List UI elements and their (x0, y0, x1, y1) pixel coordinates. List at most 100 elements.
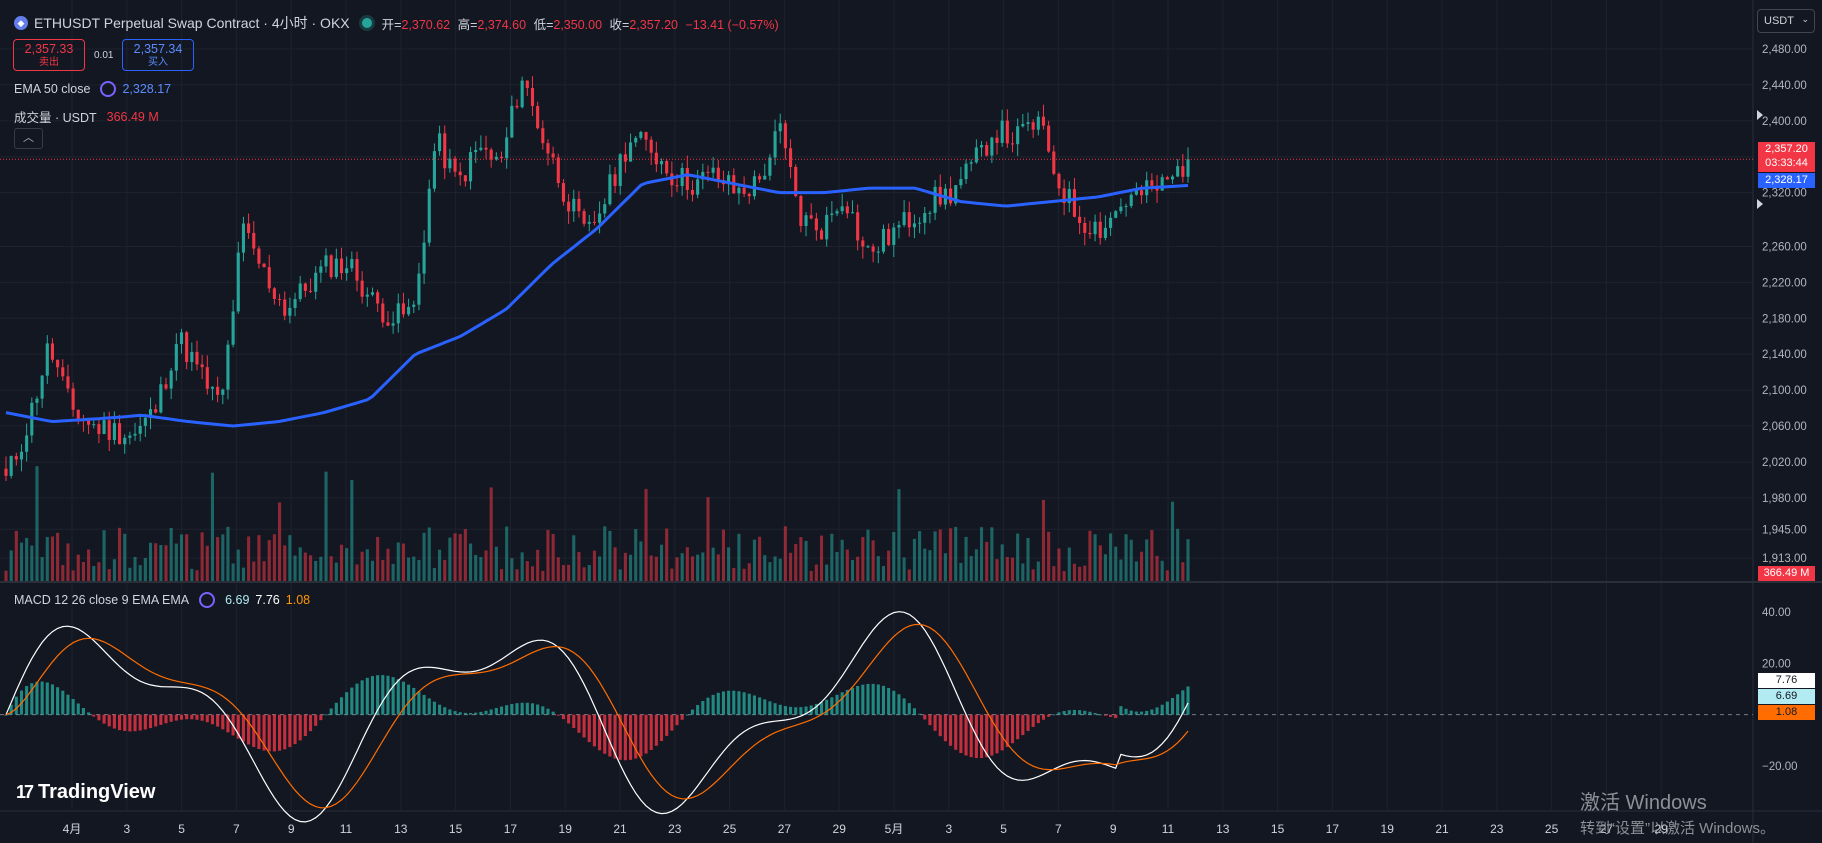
candle-body (530, 88, 535, 107)
macd-histogram-bar (463, 712, 467, 715)
price-tick-label: 1,980.00 (1762, 493, 1807, 505)
macd-histogram-bar (1165, 701, 1169, 715)
macd-histogram-bar (1103, 714, 1107, 716)
macd-histogram-bar (758, 697, 762, 715)
time-tick-label: 19 (1381, 822, 1395, 836)
time-tick-label: 13 (1216, 822, 1230, 836)
candle-body (381, 303, 385, 323)
macd-histogram-bar (814, 703, 818, 715)
macd-histogram-bar (1129, 710, 1133, 715)
macd-histogram-bar (1057, 712, 1061, 715)
volume-bar (675, 557, 679, 581)
candle-body (1160, 177, 1164, 191)
candle-body (164, 384, 168, 389)
macd-histogram-bar (623, 714, 627, 761)
sell-price: 2,357.33 (24, 42, 74, 56)
tradingview-logo[interactable]: 17 TradingView (16, 781, 155, 804)
macd-histogram-bar (360, 680, 364, 715)
macd-histogram-bar (1072, 709, 1076, 715)
volume-bar (778, 558, 782, 581)
volume-legend[interactable]: 成交量 · USDT 366.49 M (14, 107, 159, 126)
candle-body (479, 147, 483, 150)
macd-histogram-bar (995, 714, 999, 754)
candle-body (1010, 143, 1015, 145)
candle-body (536, 106, 540, 129)
volume-bar (216, 537, 220, 581)
currency-select[interactable]: USDT ⌄ (1757, 9, 1815, 33)
volume-bar (283, 545, 287, 581)
symbol-title[interactable]: ETHUSDT Perpetual Swap Contract · 4小时 · … (34, 15, 350, 31)
volume-bar (701, 552, 705, 581)
volume-bar (128, 567, 132, 581)
candle-body (133, 433, 137, 436)
volume-bar (386, 548, 390, 581)
candle-body (969, 162, 973, 164)
sell-button[interactable]: 2,357.33 卖出 (13, 39, 85, 71)
candle-body (799, 196, 803, 227)
candle-body (443, 133, 447, 169)
macd-histogram-bar (881, 685, 886, 715)
macd-histogram-bar (319, 714, 323, 721)
volume-bar (14, 530, 18, 581)
candle-body (985, 145, 989, 156)
candle-body (835, 211, 839, 214)
arrow-right-icon (1757, 199, 1763, 209)
macd-histogram-bar (644, 714, 648, 754)
price-tick-label: 2,140.00 (1762, 349, 1807, 361)
buy-button[interactable]: 2,357.34 买入 (122, 39, 194, 71)
macd-histogram-bar (298, 714, 302, 741)
price-tick-label: 2,100.00 (1762, 385, 1807, 397)
candle-body (897, 225, 901, 228)
volume-bar (789, 552, 793, 581)
macd-histogram-bar (484, 710, 488, 715)
candle-body (1103, 227, 1107, 238)
volume-bar (200, 532, 204, 581)
candle-body (1031, 122, 1035, 130)
candle-body (56, 359, 60, 368)
symbol-legend[interactable]: ◆ ETHUSDT Perpetual Swap Contract · 4小时 … (14, 13, 779, 33)
macd-histogram-bar (561, 714, 565, 720)
volume-bar (1093, 534, 1097, 581)
volume-bar (912, 538, 916, 581)
candle-body (138, 425, 142, 434)
volume-bar (407, 557, 411, 581)
spread-value: 0.01 (94, 50, 114, 61)
macd-histogram-bar (174, 714, 178, 721)
macd-histogram-bar (432, 701, 436, 715)
macd-histogram-bar (339, 697, 344, 715)
macd-histogram-bar (861, 684, 865, 715)
volume-tag: 366.49 M (1758, 566, 1815, 581)
macd-histogram-bar (159, 714, 163, 725)
macd-legend[interactable]: MACD 12 26 close 9 EMA EMA 6.69 7.76 1.0… (14, 592, 310, 608)
collapse-legend-button[interactable]: ︿ (14, 128, 43, 149)
buy-price: 2,357.34 (133, 42, 183, 56)
macd-histogram-bar (40, 681, 44, 715)
time-tick-label: 3 (123, 822, 130, 836)
macd-histogram-bar (1114, 714, 1118, 719)
volume-bar (179, 534, 184, 581)
candle-body (200, 364, 204, 368)
candle-body (102, 420, 106, 435)
ema-legend[interactable]: EMA 50 close 2,328.17 (14, 81, 171, 97)
candle-body (179, 332, 184, 345)
chevron-down-icon: ⌄ (1801, 14, 1809, 24)
volume-bar (830, 533, 834, 581)
volume-bar (763, 555, 767, 581)
macd-histogram-bar (401, 681, 405, 715)
macd-histogram-bar (1155, 707, 1159, 715)
volume-bar (257, 535, 261, 581)
volume-bar (959, 562, 963, 581)
macd-histogram-bar (1093, 712, 1097, 715)
volume-bar (308, 555, 313, 581)
volume-bar (850, 560, 855, 581)
volume-bar (159, 544, 163, 581)
signal-value: 7.76 (255, 593, 280, 607)
candle-body (742, 187, 746, 194)
tradingview-logo-text: TradingView (38, 781, 156, 803)
candle-body (696, 179, 700, 195)
candle-body (123, 437, 127, 445)
macd-histogram-bar (783, 706, 787, 715)
volume-bar (866, 529, 870, 581)
volume-bar (221, 534, 225, 581)
